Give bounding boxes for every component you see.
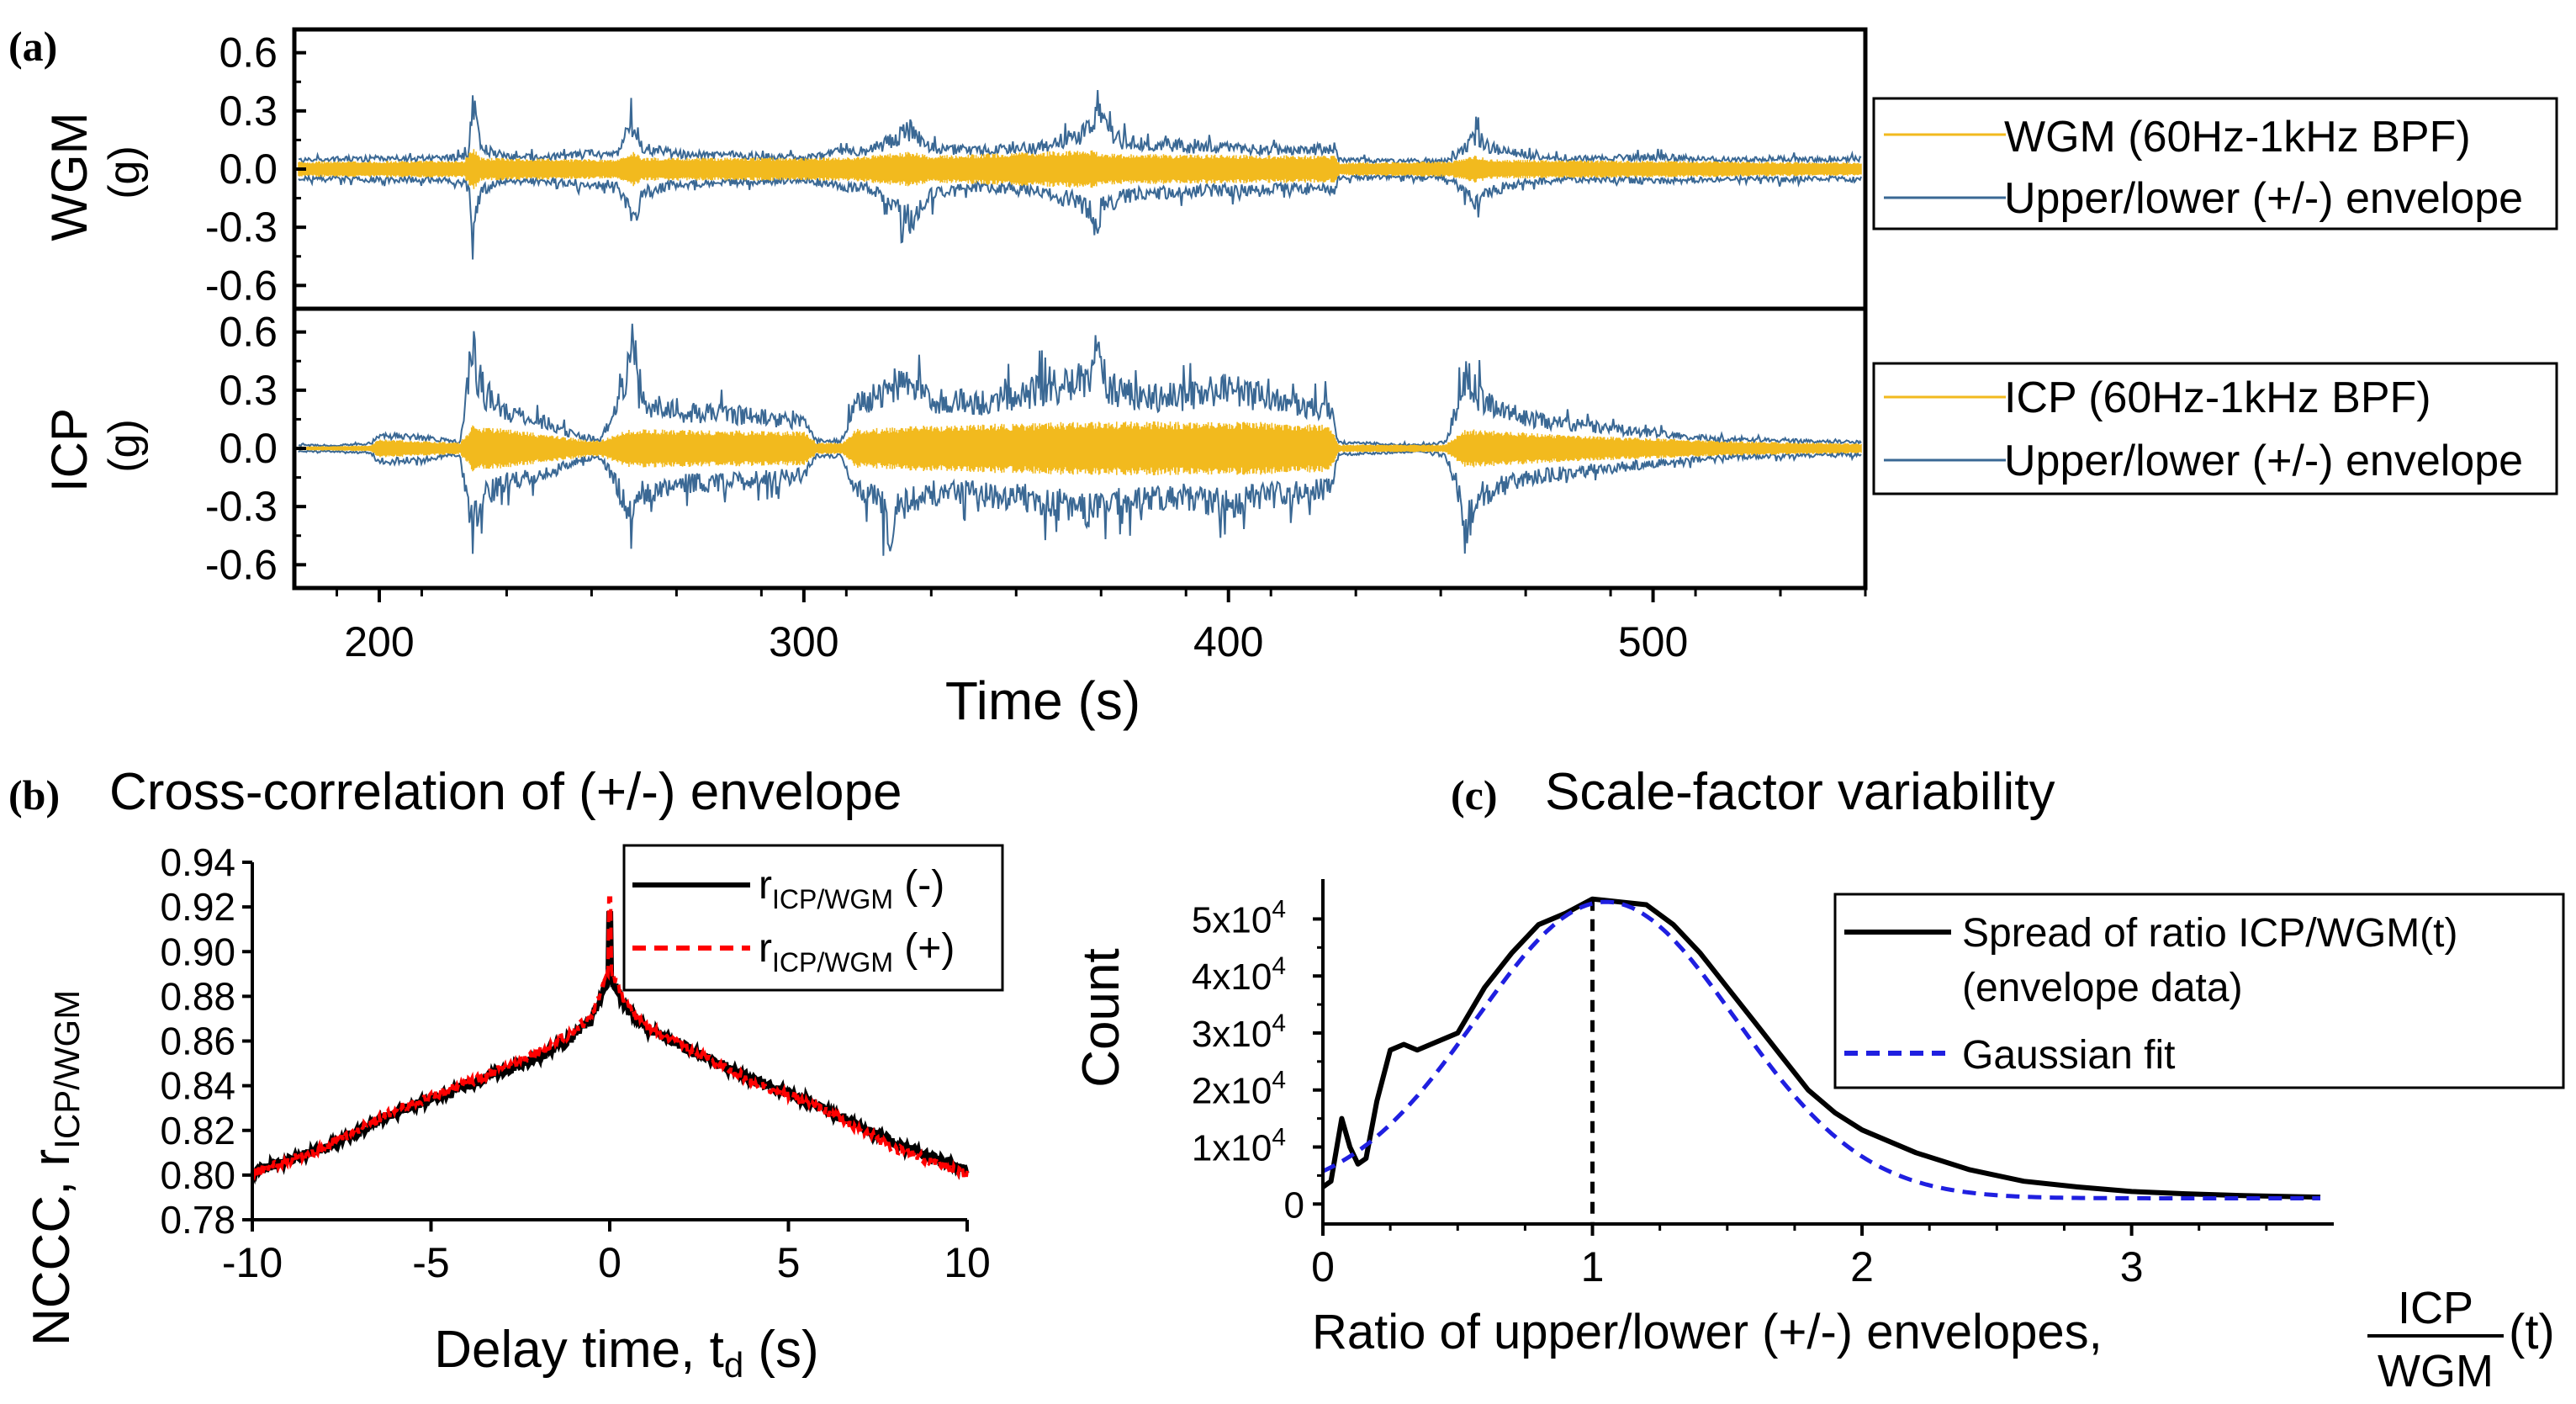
panel-a-plot-area <box>298 89 1862 556</box>
panel-b-xtick-label: -10 <box>222 1239 283 1286</box>
panel-c-ytick-label: 0 <box>1284 1184 1304 1226</box>
panel-b-legend-box <box>622 844 1004 992</box>
panel-b-legend-label-minus: rICP/WGM (-) <box>759 863 944 914</box>
panel-c-xlabel-numerator: ICP <box>2398 1283 2473 1333</box>
wgm-legend: WGM (60Hz-1kHz BPF) Upper/lower (+/-) en… <box>1872 97 2558 230</box>
icp-ytick-label: 0.0 <box>219 425 278 472</box>
panel-c-xtick-label: 3 <box>2120 1243 2144 1290</box>
wgm-ylabel: WGM <box>41 112 98 241</box>
icp-ytick-label: 0.3 <box>219 367 278 414</box>
icp-legend-box <box>1872 362 2558 495</box>
icp-legend-signal-label: ICP (60Hz-1kHz BPF) <box>2004 374 2431 422</box>
panel-b-ytick-label: 0.86 <box>160 1020 235 1063</box>
icp-ylabel-unit: (g) <box>100 419 149 473</box>
panel-c-ytick-label: 4x104 <box>1192 952 1286 998</box>
panel-b-ytick-label: 0.82 <box>160 1109 235 1152</box>
wgm-legend-box <box>1872 97 2558 230</box>
panel-a-xtick-label: 500 <box>1618 618 1688 665</box>
panel-b-xlabel-sub: d <box>724 1345 743 1385</box>
icp-ytick-label: -0.6 <box>205 541 278 588</box>
panel-c-legend: Spread of ratio ICP/WGM(t) (envelope dat… <box>1833 893 2565 1089</box>
panel-a-label: (a) <box>8 23 57 70</box>
wgm-ytick-label: 0.0 <box>219 146 278 193</box>
panel-b-ytick-label: 0.92 <box>160 885 235 929</box>
panel-c-title: Scale-factor variability <box>1545 763 2055 821</box>
panel-b-label: (b) <box>8 771 60 819</box>
panel-b-xlabel-tail: (s) <box>743 1321 819 1379</box>
panel-b: (b) Cross-correlation of (+/-) envelope … <box>8 763 1004 1385</box>
panel-a: (a) 0.60.30.0-0.3-0.60.60.30.0-0.3-0.620… <box>8 23 2558 731</box>
panel-c-ytick-label: 3x104 <box>1192 1009 1286 1055</box>
panel-b-xtick-label: -5 <box>412 1239 449 1286</box>
panel-b-axes: 0.780.800.820.840.860.880.900.920.94 -10 -… <box>160 840 990 1286</box>
panel-c-xlabel: Ratio of upper/lower (+/-) envelopes, <box>1312 1305 2103 1359</box>
panel-c-xtick-label: 0 <box>1311 1243 1335 1290</box>
panel-c-ytick-label: 2x104 <box>1192 1067 1286 1112</box>
panel-b-plot-area <box>250 896 970 1185</box>
icp-ytick-label: 0.6 <box>219 309 278 356</box>
panel-a-xtick-label: 400 <box>1193 618 1263 665</box>
panel-b-ytick-label: 0.88 <box>160 974 235 1018</box>
panel-b-title: Cross-correlation of (+/-) envelope <box>109 763 902 821</box>
panel-c-label: (c) <box>1451 771 1498 819</box>
panel-a-xlabel: Time (s) <box>945 670 1140 731</box>
panel-b-xlabel-main: Delay time, t <box>434 1321 724 1379</box>
panel-b-ytick-label: 0.78 <box>160 1198 235 1242</box>
panel-b-xtick-label: 10 <box>944 1239 991 1286</box>
wgm-legend-signal-label: WGM (60Hz-1kHz BPF) <box>2004 113 2471 162</box>
icp-ytick-label: -0.3 <box>205 483 278 530</box>
panel-b-legend: rICP/WGM (-) rICP/WGM (+) <box>622 844 1004 992</box>
panel-c: (c) Scale-factor variability 0 1x104 2x104… <box>1072 763 2565 1396</box>
panel-c-legend-label-spread: Spread of ratio ICP/WGM(t) <box>1962 911 2457 956</box>
panel-c-xlabel-denominator: WGM <box>2378 1346 2494 1396</box>
gaussian-fit-line <box>1321 899 2320 1200</box>
panel-b-xtick-label: 0 <box>598 1239 622 1286</box>
wgm-envelope-upper-line <box>298 89 1862 167</box>
icp-ylabel: ICP <box>41 408 98 492</box>
panel-b-ylabel: NCCC, rICP/WGM <box>23 990 87 1346</box>
panel-c-ylabel: Count <box>1072 948 1130 1087</box>
icp-legend-envelope-label: Upper/lower (+/-) envelope <box>2004 437 2523 485</box>
panel-c-legend-label-gaussian: Gaussian fit <box>1962 1033 2175 1078</box>
wgm-ytick-label: 0.3 <box>219 87 278 135</box>
panel-a-xtick-label: 300 <box>769 618 838 665</box>
wgm-envelope-lower-line <box>298 171 1862 260</box>
panel-c-axes: 0 1x104 2x104 3x104 4x104 5x104 0 1 2 3 <box>1192 879 2334 1290</box>
panel-b-legend-label-plus: rICP/WGM (+) <box>759 926 955 978</box>
panel-b-ytick-label: 0.94 <box>160 840 235 884</box>
panel-c-xtick-label: 2 <box>1850 1243 1874 1290</box>
icp-legend: ICP (60Hz-1kHz BPF) Upper/lower (+/-) en… <box>1872 362 2558 495</box>
panel-c-ytick-label: 5x104 <box>1192 895 1286 940</box>
panel-b-ytick-label: 0.84 <box>160 1064 235 1108</box>
panel-b-xlabel: Delay time, td (s) <box>434 1321 818 1385</box>
panel-b-xtick-label: 5 <box>777 1239 801 1286</box>
panel-b-ytick-label: 0.90 <box>160 930 235 973</box>
panel-c-plot-area <box>1321 896 2321 1224</box>
panel-c-xtick-label: 1 <box>1581 1243 1605 1290</box>
wgm-ytick-label: -0.6 <box>205 262 278 309</box>
panel-b-ylabel-sub: ICP/WGM <box>47 990 87 1149</box>
panel-b-ytick-label: 0.80 <box>160 1153 235 1197</box>
wgm-ylabel-unit: (g) <box>100 146 149 199</box>
panel-b-ylabel-main: NCCC, r <box>23 1149 81 1346</box>
ratio-spread-line <box>1321 896 2321 1200</box>
panel-a-xtick-label: 200 <box>344 618 414 665</box>
icp-envelope-upper-line <box>298 323 1862 448</box>
wgm-legend-envelope-label: Upper/lower (+/-) envelope <box>2004 174 2523 223</box>
panel-c-legend-label-spread-line2: (envelope data) <box>1962 966 2243 1010</box>
wgm-ytick-label: 0.6 <box>219 29 278 77</box>
icp-envelope-lower-line <box>298 449 1862 556</box>
wgm-ytick-label: -0.3 <box>205 204 278 251</box>
ncc-plus-line <box>251 896 969 1182</box>
panel-c-xlabel-tail: (t) <box>2509 1305 2555 1359</box>
panel-c-legend-box <box>1833 893 2565 1089</box>
panel-c-ytick-label: 1x104 <box>1192 1124 1286 1169</box>
